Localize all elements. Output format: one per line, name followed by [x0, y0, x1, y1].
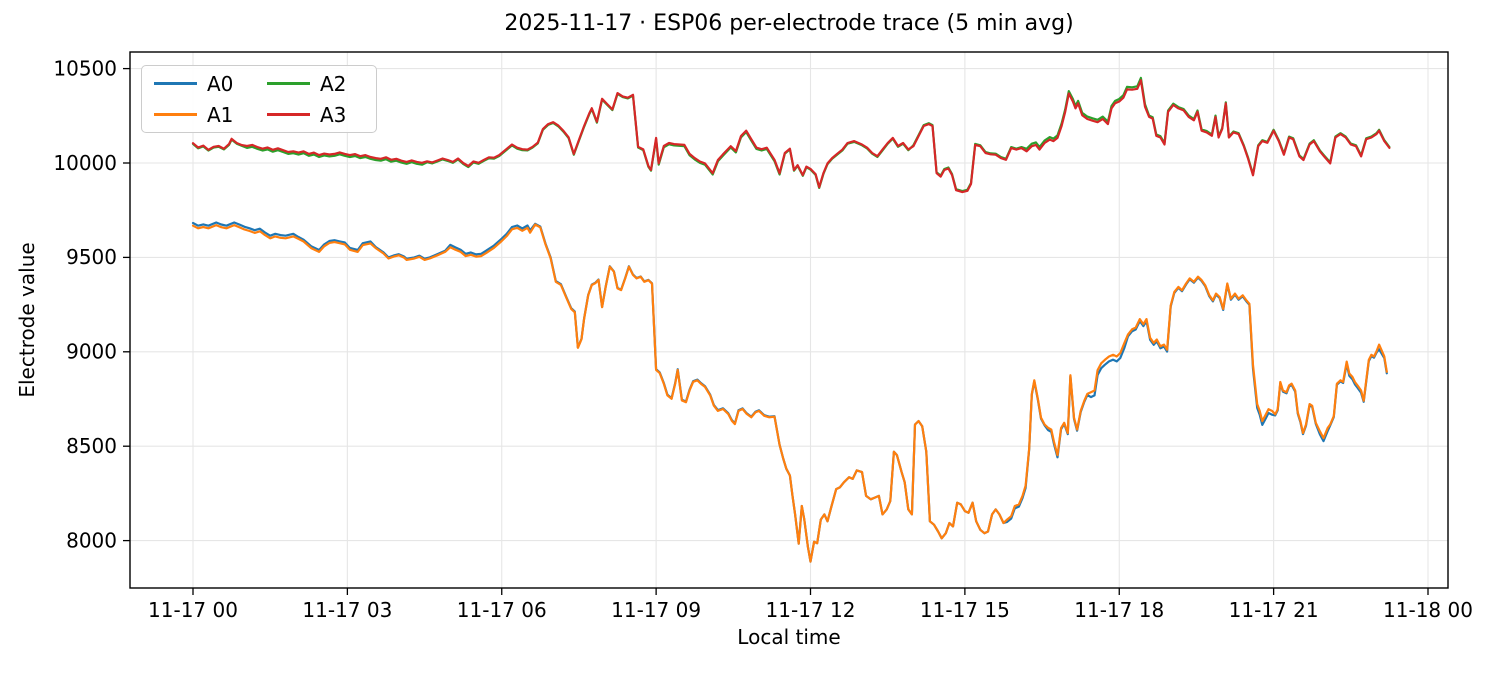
- y-tick-label: 9000: [66, 340, 117, 364]
- legend-item-A1: A1: [146, 105, 259, 125]
- legend-swatch-A0: [154, 82, 197, 85]
- x-tick-label: 11-17 18: [1074, 598, 1164, 622]
- x-axis-label: Local time: [737, 625, 841, 649]
- x-tick-label: 11-17 15: [920, 598, 1010, 622]
- y-axis-label: Electrode value: [15, 242, 39, 398]
- legend-label-A3: A3: [320, 102, 347, 127]
- legend: A0 A1 A2 A3: [141, 65, 377, 133]
- legend-item-A3: A3: [259, 105, 372, 125]
- x-tick-label: 11-17 00: [148, 598, 238, 622]
- series-line-A1: [191, 223, 1388, 563]
- legend-item-A2: A2: [259, 74, 372, 94]
- series-line-A0: [191, 221, 1388, 563]
- legend-label-A2: A2: [320, 71, 347, 96]
- legend-swatch-A3: [267, 113, 310, 116]
- y-tick-label: 8000: [66, 528, 117, 552]
- legend-swatch-A1: [154, 113, 197, 116]
- x-tick-label: 11-17 06: [457, 598, 547, 622]
- x-tick-label: 11-17 21: [1229, 598, 1319, 622]
- plot-border: [129, 51, 1449, 589]
- y-tick-label: 9500: [66, 245, 117, 269]
- legend-label-A1: A1: [207, 102, 234, 127]
- y-tick-label: 10000: [53, 151, 117, 175]
- x-tick-label: 11-17 12: [766, 598, 856, 622]
- x-tick-label: 11-17 09: [611, 598, 701, 622]
- x-tick-label: 11-17 03: [302, 598, 392, 622]
- legend-label-A0: A0: [207, 71, 234, 96]
- series-line-A3: [191, 79, 1391, 194]
- legend-item-A0: A0: [146, 74, 259, 94]
- x-tick-label: 11-18 00: [1383, 598, 1473, 622]
- y-tick-label: 10500: [53, 56, 117, 80]
- legend-swatch-A2: [267, 82, 310, 85]
- chart-title: 2025-11-17 · ESP06 per-electrode trace (…: [504, 11, 1074, 36]
- y-tick-label: 8500: [66, 434, 117, 458]
